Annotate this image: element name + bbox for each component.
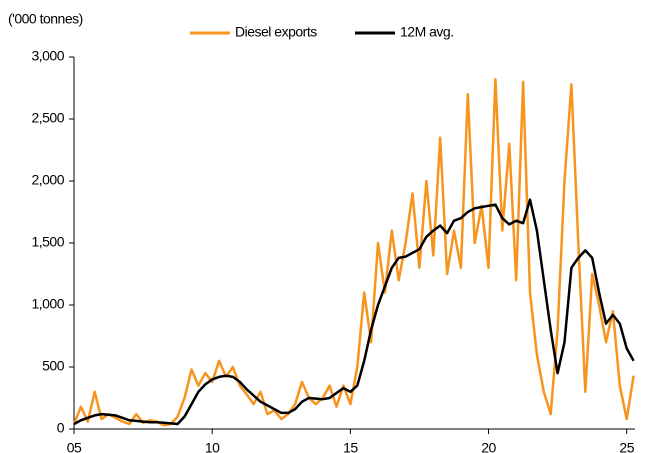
y-tick-label: 1,500 (31, 234, 64, 250)
x-tick-label: 25 (619, 440, 634, 453)
legend-label: 12M avg. (400, 24, 454, 40)
y-tick-label: 1,000 (31, 296, 64, 312)
line-series (73, 198, 635, 426)
y-tick-label: 2,500 (31, 110, 64, 126)
legend-label: Diesel exports (235, 24, 317, 40)
y-axis-label: ('000 tonnes) (8, 11, 83, 27)
y-tick-label: 0 (57, 420, 65, 436)
y-tick-label: 2,000 (31, 172, 64, 188)
line-series (72, 78, 635, 427)
x-tick-label: 20 (481, 440, 496, 453)
x-tick-label: 10 (205, 440, 220, 453)
x-tick-label: 15 (343, 440, 358, 453)
y-tick-label: 500 (42, 358, 65, 374)
x-tick-label: 05 (67, 440, 82, 453)
y-tick-label: 3,000 (31, 48, 64, 64)
